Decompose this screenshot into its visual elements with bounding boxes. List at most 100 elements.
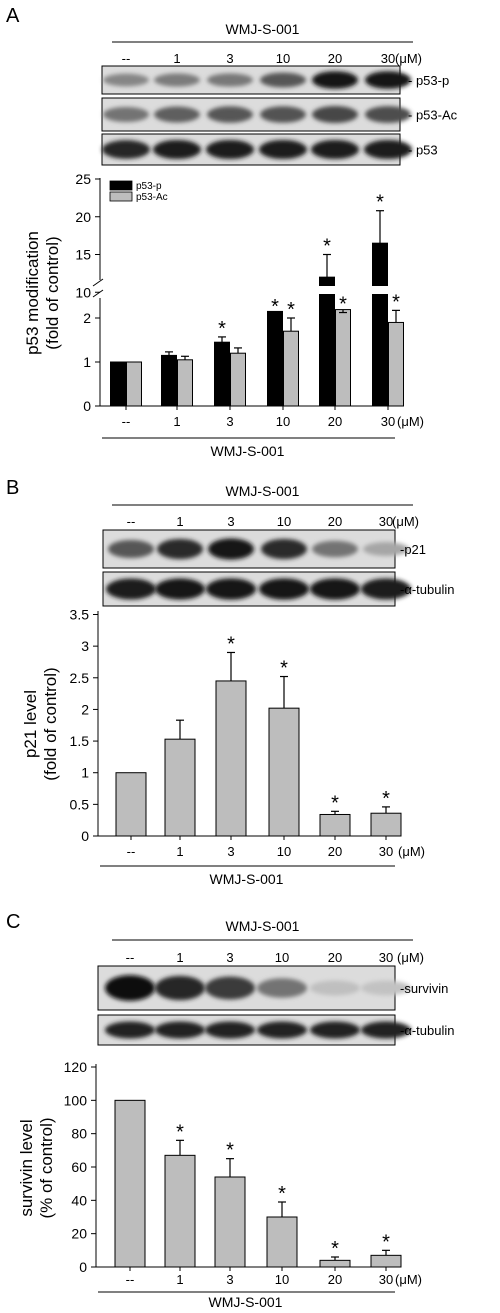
- panel-a-header-dose-label: --: [122, 51, 131, 66]
- panel-a-x-tick-label: --: [122, 414, 131, 429]
- panel-c-blot-band: [205, 976, 255, 1000]
- panel-a-y-tick-label: 10: [75, 284, 91, 300]
- panel-a-legend-label: p53-Ac: [136, 192, 168, 203]
- panel-b-blot-label: -p21: [400, 542, 426, 557]
- panel-c-significance-star: *: [382, 1231, 390, 1253]
- panel-b-bar: [115, 772, 147, 837]
- panel-b-y-axis-title: p21 level (fold of control): [21, 667, 60, 780]
- panel-a-axis-break-mark: [92, 278, 104, 287]
- panel-a-blot-strip: [101, 97, 411, 132]
- panel-a-blot-band: [365, 71, 411, 89]
- panel-c-x-tick-label: 20: [328, 1272, 342, 1287]
- panel-b-blot-band: [157, 538, 203, 560]
- panel-b-blot-strip: [102, 529, 409, 569]
- panel-a-header-unit: (μM): [395, 51, 422, 66]
- panel-a-blot-band: [207, 73, 253, 87]
- panel-a-header-dose-label: 3: [226, 51, 233, 66]
- panel-c-significance-star: *: [278, 1183, 286, 1205]
- panel-b-blot-band: [106, 578, 156, 600]
- panel-b-y-axis-title-line2: (fold of control): [41, 667, 60, 780]
- panel-c-header-dose-label: 3: [226, 950, 233, 965]
- panel-b-blot-band: [361, 578, 411, 600]
- panel-b-significance-star: *: [382, 788, 390, 810]
- panel-c-bar: [370, 1254, 402, 1268]
- panel-a-blot-band: [260, 72, 306, 88]
- panel-b-header-dose-label: 30: [379, 514, 393, 529]
- panel-c-bar: [164, 1154, 196, 1268]
- panel-c-y-tick-label: 60: [71, 1159, 87, 1175]
- panel-b-y-tick-label: 3.5: [70, 607, 90, 623]
- panel-c-significance-star: *: [176, 1121, 184, 1143]
- panel-b-x-tick-label: 1: [176, 844, 183, 859]
- panel-b-blot-band: [206, 578, 256, 600]
- panel-b-x-tick-label: 30: [379, 844, 393, 859]
- panel-b-bar: [319, 813, 351, 837]
- panel-a-bar-break-gap: [387, 286, 405, 294]
- panel-c-y-tick-label: 20: [71, 1226, 87, 1242]
- panel-a-treatment-title: WMJ-S-001: [226, 21, 300, 37]
- panel-c-blot-band: [105, 1021, 155, 1039]
- panel-a-legend-swatch: [109, 180, 133, 191]
- panel-b-label: B: [6, 477, 19, 499]
- panel-a-blot-band: [206, 139, 254, 160]
- panel-c-y-axis-title: survivin level (% of control): [17, 1117, 56, 1218]
- panel-a-x-tick-label: 20: [328, 414, 342, 429]
- panel-a-header-dose-label: 1: [173, 51, 180, 66]
- panel-a-header-dose-label: 10: [276, 51, 290, 66]
- panel-a-significance-star: *: [323, 236, 331, 258]
- panel-a-header-dose-label: 30: [381, 51, 395, 66]
- panel-c-blot-band: [310, 980, 360, 996]
- panel-b-y-axis-title-line1: p21 level: [21, 690, 40, 758]
- panel-b-bar: [164, 738, 196, 837]
- panel-a-x-tick-label: 1: [173, 414, 180, 429]
- panel-c-header-unit: (μM): [397, 950, 424, 965]
- panel-b-treatment-title: WMJ-S-001: [226, 483, 300, 499]
- panel-c-x-tick-label: 1: [176, 1272, 183, 1287]
- panel-a-bar-p53-Ac: [283, 330, 299, 407]
- panel-a-label: A: [6, 5, 20, 27]
- panel-a-blot-band: [312, 105, 358, 124]
- panel-b-blot-band: [208, 538, 254, 560]
- panel-a-blot-label: - p53-p: [408, 73, 449, 88]
- panel-b-x-tick-label: 20: [328, 844, 342, 859]
- panel-b-blot-label: -α-tubulin: [400, 582, 454, 597]
- panel-c-blot-band: [361, 1021, 411, 1039]
- panel-a-blot-band: [153, 139, 201, 160]
- panel-c-x-tick-label: --: [126, 1272, 135, 1287]
- panel-c-significance-star: *: [226, 1140, 234, 1162]
- panel-c-y-tick-label: 0: [79, 1259, 87, 1275]
- panel-c-y-axis-title-line2: (% of control): [37, 1117, 56, 1218]
- panel-a-blot-band: [365, 106, 411, 123]
- panel-a-y-tick-label: 0: [83, 398, 91, 414]
- panel-c-x-tick-label: 3: [226, 1272, 233, 1287]
- panel-a-significance-star: *: [339, 294, 347, 316]
- panel-a-y-axis-title-line2: (fold of control): [43, 236, 62, 349]
- panel-a-y-tick-label: 2: [83, 310, 91, 326]
- panel-c-x-tick-label: 30: [379, 1272, 393, 1287]
- panel-b-header-dose-label: 1: [176, 514, 183, 529]
- panel-b-x-tick-label: --: [127, 844, 136, 859]
- panel-b-blot-band: [261, 538, 307, 560]
- panel-c-x-treatment-title: WMJ-S-001: [209, 1294, 283, 1310]
- panel-c-blot-strip: [97, 1014, 411, 1046]
- panel-c-header-dose-label: 1: [176, 950, 183, 965]
- panel-b-x-treatment-title: WMJ-S-001: [210, 871, 284, 887]
- panel-a-blot-band: [102, 140, 150, 159]
- panel-a-significance-star: *: [287, 299, 295, 321]
- panel-a-bar-p53-p: [161, 354, 177, 407]
- panel-a-y-tick-label: 25: [75, 171, 91, 187]
- panel-a-blot-strip: [101, 133, 412, 166]
- panel-b-x-tick-label: 10: [277, 844, 291, 859]
- panel-a-blot-band: [207, 106, 253, 123]
- panel-a-bar-p53-Ac: [126, 361, 142, 407]
- panel-c-blot-band: [105, 975, 155, 1001]
- panel-a-bar-p53-p: [110, 361, 126, 407]
- panel-b-y-tick-label: 3: [81, 638, 89, 654]
- panel-a-bar-p53-Ac: [335, 309, 351, 407]
- panel-a-significance-star: *: [376, 192, 384, 214]
- panel-c-blot-band: [205, 1021, 255, 1039]
- panel-b-significance-star: *: [227, 633, 235, 655]
- panel-b-header-dose-label: --: [127, 514, 136, 529]
- panel-c-bar: [319, 1259, 351, 1268]
